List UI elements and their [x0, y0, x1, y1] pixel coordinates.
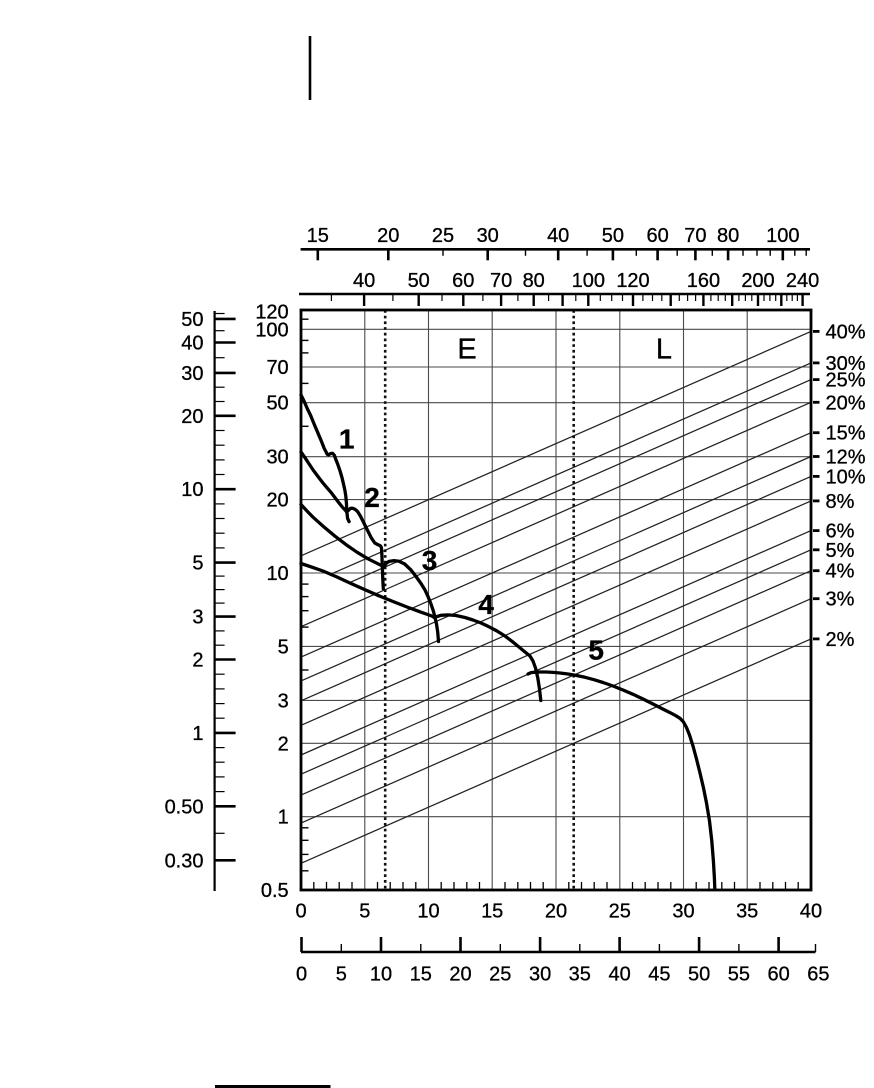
svg-text:10: 10: [181, 479, 203, 501]
svg-text:50: 50: [688, 964, 710, 986]
svg-text:100: 100: [766, 225, 799, 247]
svg-text:40%: 40%: [826, 321, 866, 343]
svg-text:15: 15: [410, 964, 432, 986]
svg-text:30: 30: [529, 964, 551, 986]
svg-text:65: 65: [807, 964, 829, 986]
svg-text:3: 3: [192, 607, 203, 629]
svg-text:45: 45: [648, 964, 670, 986]
svg-text:30%: 30%: [826, 353, 866, 375]
svg-text:2: 2: [364, 482, 380, 513]
svg-text:1: 1: [278, 807, 289, 829]
svg-text:4: 4: [478, 589, 494, 620]
svg-text:0.30: 0.30: [165, 850, 204, 872]
svg-text:100: 100: [572, 270, 605, 292]
svg-text:200: 200: [741, 270, 774, 292]
svg-text:2%: 2%: [826, 629, 855, 651]
svg-text:50: 50: [181, 309, 203, 331]
svg-text:70: 70: [490, 270, 512, 292]
svg-text:50: 50: [602, 225, 624, 247]
svg-text:40: 40: [547, 225, 569, 247]
svg-text:70: 70: [266, 357, 288, 379]
svg-text:10: 10: [417, 901, 439, 923]
svg-text:5: 5: [588, 634, 604, 665]
svg-text:5: 5: [278, 636, 289, 658]
svg-text:1: 1: [339, 424, 355, 455]
svg-text:3: 3: [278, 690, 289, 712]
svg-text:20: 20: [266, 490, 288, 512]
svg-text:2: 2: [278, 733, 289, 755]
svg-text:5: 5: [336, 964, 347, 986]
svg-text:55: 55: [728, 964, 750, 986]
svg-text:120: 120: [255, 301, 288, 323]
svg-text:10: 10: [370, 964, 392, 986]
svg-text:20: 20: [449, 964, 471, 986]
svg-text:5: 5: [192, 553, 203, 575]
svg-text:4%: 4%: [826, 561, 855, 583]
svg-text:10: 10: [266, 563, 288, 585]
svg-text:50: 50: [266, 393, 288, 415]
svg-text:5: 5: [359, 901, 370, 923]
svg-text:20: 20: [181, 406, 203, 428]
svg-text:50: 50: [408, 270, 430, 292]
svg-text:0.5: 0.5: [261, 880, 289, 902]
svg-text:30: 30: [266, 447, 288, 469]
svg-text:1: 1: [192, 723, 203, 745]
svg-text:80: 80: [717, 225, 739, 247]
svg-text:25: 25: [489, 964, 511, 986]
svg-text:20%: 20%: [826, 392, 866, 414]
svg-text:15%: 15%: [826, 423, 866, 445]
svg-text:15: 15: [307, 225, 329, 247]
svg-text:40: 40: [353, 270, 375, 292]
svg-text:60: 60: [452, 270, 474, 292]
svg-text:40: 40: [181, 333, 203, 355]
svg-text:0: 0: [295, 901, 306, 923]
svg-text:2: 2: [192, 650, 203, 672]
svg-text:60: 60: [767, 964, 789, 986]
svg-text:E: E: [457, 333, 476, 365]
svg-text:70: 70: [684, 225, 706, 247]
svg-text:160: 160: [687, 270, 720, 292]
svg-text:0.50: 0.50: [165, 796, 204, 818]
svg-text:40: 40: [800, 901, 822, 923]
svg-text:L: L: [656, 333, 672, 365]
svg-text:12%: 12%: [826, 447, 866, 469]
svg-text:30: 30: [477, 225, 499, 247]
svg-text:8%: 8%: [826, 491, 855, 513]
svg-text:5%: 5%: [826, 540, 855, 562]
svg-text:6%: 6%: [826, 521, 855, 543]
svg-text:60: 60: [646, 225, 668, 247]
svg-text:35: 35: [569, 964, 591, 986]
svg-text:30: 30: [672, 901, 694, 923]
svg-text:3: 3: [422, 545, 438, 576]
svg-text:3%: 3%: [826, 589, 855, 611]
svg-text:35: 35: [736, 901, 758, 923]
svg-text:15: 15: [481, 901, 503, 923]
svg-text:100: 100: [255, 319, 288, 341]
svg-text:120: 120: [616, 270, 649, 292]
svg-text:240: 240: [786, 270, 819, 292]
svg-text:25: 25: [432, 225, 454, 247]
svg-text:25: 25: [609, 901, 631, 923]
svg-text:0: 0: [296, 964, 307, 986]
svg-text:10%: 10%: [826, 466, 866, 488]
svg-text:80: 80: [523, 270, 545, 292]
svg-text:30: 30: [181, 363, 203, 385]
svg-text:20: 20: [545, 901, 567, 923]
svg-text:40: 40: [608, 964, 630, 986]
svg-text:20: 20: [377, 225, 399, 247]
svg-text:25%: 25%: [826, 370, 866, 392]
